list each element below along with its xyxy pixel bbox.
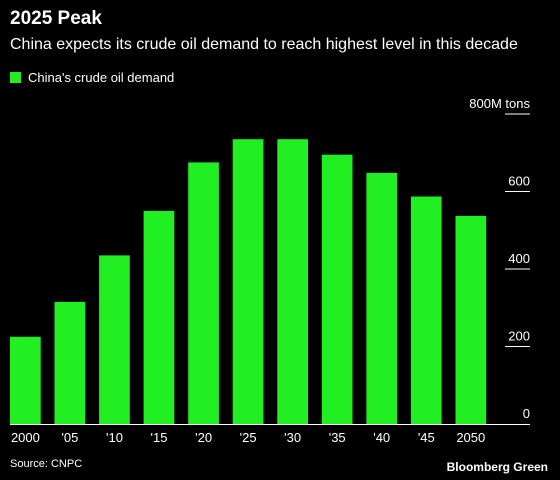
x-tick-label: '35 — [329, 430, 346, 445]
y-tick-label: 800M tons — [469, 96, 530, 111]
x-tick-label: '45 — [418, 430, 435, 445]
x-tick-label: 2000 — [11, 430, 40, 445]
y-tick-label: 200 — [508, 329, 530, 344]
x-tick-label: '20 — [195, 430, 212, 445]
legend-label: China's crude oil demand — [28, 70, 175, 85]
x-tick-label: 2050 — [456, 430, 485, 445]
y-tick-label: 600 — [508, 174, 530, 189]
legend-swatch — [10, 72, 21, 83]
bar — [455, 215, 487, 424]
bar — [143, 210, 175, 424]
bar — [99, 255, 130, 424]
bar — [188, 162, 219, 424]
brand-logo: Bloomberg Green — [446, 460, 548, 474]
bar — [232, 139, 264, 424]
bar — [277, 139, 308, 424]
x-tick-label: '30 — [284, 430, 301, 445]
source-note: Source: CNPC — [10, 458, 83, 470]
x-tick-label: '10 — [106, 430, 123, 445]
bar — [54, 301, 86, 424]
bar — [10, 336, 41, 424]
x-tick-label: '25 — [240, 430, 257, 445]
y-tick-label: 400 — [508, 251, 530, 266]
x-tick-label: '15 — [151, 430, 168, 445]
chart-subtitle: China expects its crude oil demand to re… — [10, 36, 518, 53]
bar — [321, 154, 353, 424]
bar — [410, 196, 442, 424]
chart-title: 2025 Peak — [10, 8, 102, 29]
legend: China's crude oil demand — [10, 70, 174, 85]
bar — [366, 172, 398, 424]
x-tick-label: '05 — [61, 430, 78, 445]
x-tick-label: '40 — [373, 430, 390, 445]
y-tick-label: 0 — [523, 406, 530, 421]
